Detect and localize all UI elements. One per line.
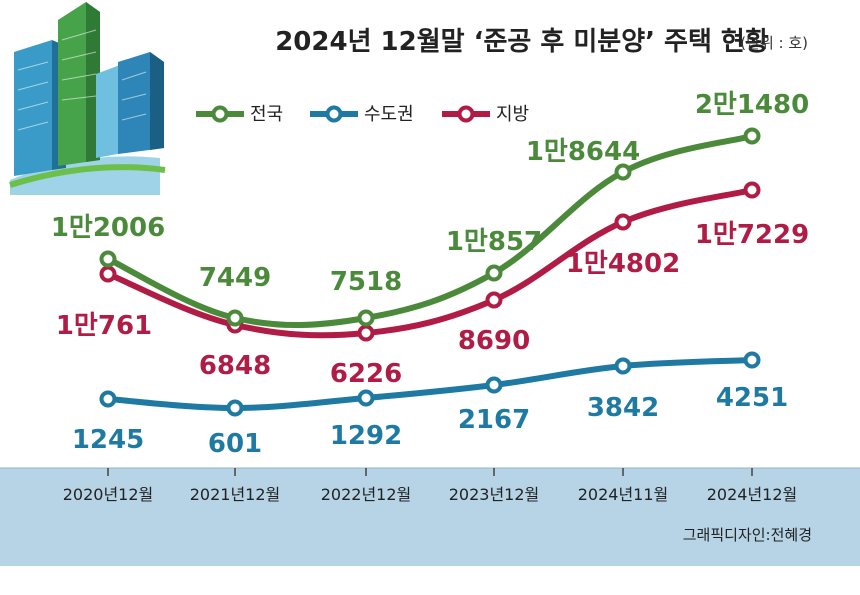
data-point-national <box>614 163 632 181</box>
data-point-regional <box>743 181 761 199</box>
data-label-capital: 4251 <box>716 383 788 413</box>
series-line-regional <box>105 187 755 339</box>
data-labels-layer: 1만2006 7449 7518 1만857 1만8644 2만1480 1245 601 12… <box>51 90 809 459</box>
data-point-capital <box>743 351 761 369</box>
data-point-regional <box>99 265 117 283</box>
data-point-national <box>357 309 375 327</box>
data-point-capital <box>614 357 632 375</box>
data-label-regional: 1만4802 <box>566 249 680 279</box>
x-axis-ticks: 2020년12월 2021년12월 2022년12월 2023년12월 2024년11월… <box>63 468 798 504</box>
data-label-national: 1만857 <box>446 227 542 257</box>
data-point-capital <box>99 390 117 408</box>
x-tick-label: 2020년12월 <box>63 485 154 504</box>
x-tick-label: 2024년12월 <box>707 485 798 504</box>
series-line-capital <box>105 357 755 412</box>
x-tick-label: 2023년12월 <box>449 485 540 504</box>
legend-marker-national <box>211 105 229 123</box>
legend-label-regional: 지방 <box>496 104 529 125</box>
data-point-national <box>743 127 761 145</box>
x-axis-band <box>0 468 860 566</box>
data-label-capital: 3842 <box>587 393 659 423</box>
data-point-national <box>485 264 503 282</box>
x-tick-label: 2024년11월 <box>578 485 669 504</box>
data-label-regional: 1만7229 <box>695 220 809 250</box>
data-label-national: 7518 <box>330 267 402 297</box>
data-point-regional <box>485 291 503 309</box>
legend-marker-regional <box>457 105 475 123</box>
data-label-national: 2만1480 <box>695 90 809 120</box>
credit-text: 그래픽디자인:전혜경 <box>683 526 812 544</box>
data-point-capital <box>357 389 375 407</box>
data-label-capital: 1292 <box>330 421 402 451</box>
building-illustration <box>9 2 166 195</box>
series-layer <box>99 127 761 417</box>
legend: 전국 수도권 지방 <box>196 104 529 125</box>
data-label-regional: 6226 <box>330 359 402 389</box>
legend-label-capital: 수도권 <box>364 104 414 125</box>
data-label-capital: 1245 <box>72 425 144 455</box>
legend-item-national: 전국 <box>196 104 283 125</box>
series-line-national <box>105 133 755 329</box>
data-label-national: 7449 <box>199 263 271 293</box>
unit-label: (단위 : 호) <box>740 34 808 52</box>
legend-item-capital: 수도권 <box>310 104 414 125</box>
legend-label-national: 전국 <box>250 104 283 125</box>
x-tick-label: 2021년12월 <box>190 485 281 504</box>
data-label-capital: 601 <box>208 429 262 459</box>
legend-marker-capital <box>325 105 343 123</box>
data-label-national: 1만8644 <box>526 137 640 167</box>
legend-item-regional: 지방 <box>442 104 529 125</box>
chart-title: 2024년 12월말 ‘준공 후 미분양’ 주택 현황 <box>275 27 769 57</box>
data-label-regional: 1만761 <box>56 311 152 341</box>
data-point-regional <box>357 324 375 342</box>
data-label-regional: 6848 <box>199 351 271 381</box>
data-point-capital <box>485 376 503 394</box>
data-point-national <box>99 250 117 268</box>
data-point-regional <box>614 213 632 231</box>
data-label-capital: 2167 <box>458 405 530 435</box>
data-point-capital <box>226 399 244 417</box>
data-point-national <box>226 309 244 327</box>
data-label-national: 1만2006 <box>51 213 165 243</box>
x-tick-label: 2022년12월 <box>321 485 412 504</box>
data-label-regional: 8690 <box>458 326 530 356</box>
